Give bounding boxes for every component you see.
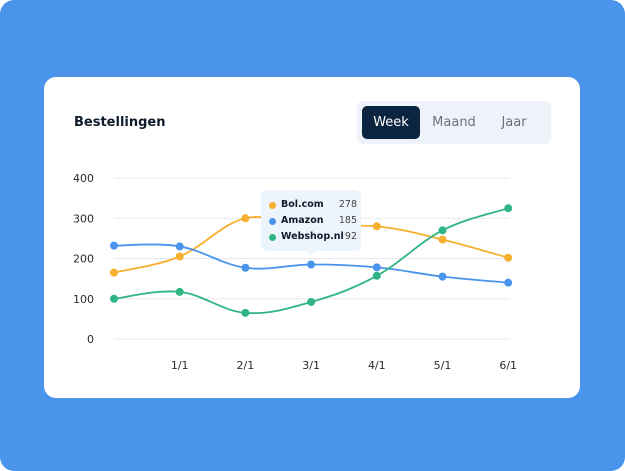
tooltip-series-name: Bol.com — [281, 199, 324, 210]
tab-week[interactable]: Week — [362, 106, 420, 139]
data-point — [372, 222, 381, 231]
data-point — [438, 226, 447, 235]
data-point — [110, 241, 118, 250]
tab-maand[interactable]: Maand — [432, 115, 476, 130]
x-tick-label: 6/1 — [499, 359, 517, 372]
x-tick-label: 4/1 — [368, 359, 386, 372]
legend-dot-icon — [269, 218, 276, 225]
tooltip-value: 278 — [338, 199, 357, 210]
data-point — [175, 252, 184, 261]
x-tick-label: 1/1 — [171, 359, 189, 372]
data-point — [110, 294, 118, 303]
data-point — [372, 263, 381, 272]
data-point — [307, 297, 316, 306]
data-point — [175, 242, 184, 251]
chart-tooltip: Bol.com 278 Amazon 185 Webshop.nl 92 — [261, 190, 361, 256]
tab-jaar[interactable]: Jaar — [501, 115, 527, 130]
data-point — [241, 263, 250, 272]
data-point — [307, 260, 316, 269]
y-tick-label: 0 — [87, 333, 94, 346]
data-point — [241, 214, 250, 223]
tooltip-series-name: Amazon — [281, 215, 324, 226]
x-tick-label: 3/1 — [302, 359, 320, 372]
tooltip-row: Amazon 185 — [269, 214, 357, 228]
data-point — [504, 253, 513, 262]
tooltip-value: 92 — [344, 231, 357, 242]
legend-dot-icon — [269, 202, 276, 209]
x-tick-label: 5/1 — [434, 359, 452, 372]
card-title: Bestellingen — [74, 115, 166, 130]
y-tick-label: 200 — [73, 253, 94, 266]
orders-card: Bestellingen Week Maand Jaar 0 100 200 300 4… — [44, 77, 580, 398]
legend-dot-icon — [269, 234, 276, 241]
tooltip-row: Webshop.nl 92 — [269, 230, 357, 244]
data-point — [110, 268, 118, 277]
y-tick-label: 400 — [73, 172, 94, 185]
data-point — [504, 204, 513, 213]
tooltip-row: Bol.com 278 — [269, 198, 357, 212]
x-tick-label: 2/1 — [237, 359, 255, 372]
y-tick-label: 100 — [73, 293, 94, 306]
period-selector: Week Maand Jaar — [357, 101, 551, 144]
data-point — [504, 278, 513, 287]
y-tick-label: 300 — [73, 212, 94, 225]
data-point — [241, 308, 250, 317]
tooltip-series-name: Webshop.nl — [281, 231, 344, 242]
tooltip-value: 185 — [338, 215, 357, 226]
data-point — [438, 272, 447, 281]
data-point — [175, 287, 184, 296]
data-point — [438, 235, 447, 244]
data-point — [372, 271, 381, 280]
